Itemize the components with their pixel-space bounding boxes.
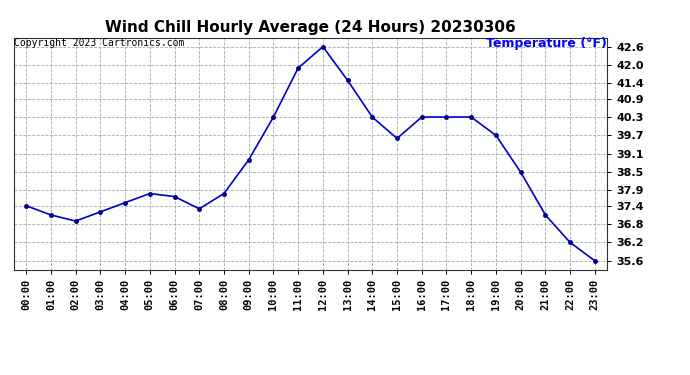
Text: Copyright 2023 Cartronics.com: Copyright 2023 Cartronics.com bbox=[14, 38, 184, 48]
Title: Wind Chill Hourly Average (24 Hours) 20230306: Wind Chill Hourly Average (24 Hours) 202… bbox=[105, 20, 516, 35]
Text: Temperature (°F): Temperature (°F) bbox=[486, 38, 607, 51]
